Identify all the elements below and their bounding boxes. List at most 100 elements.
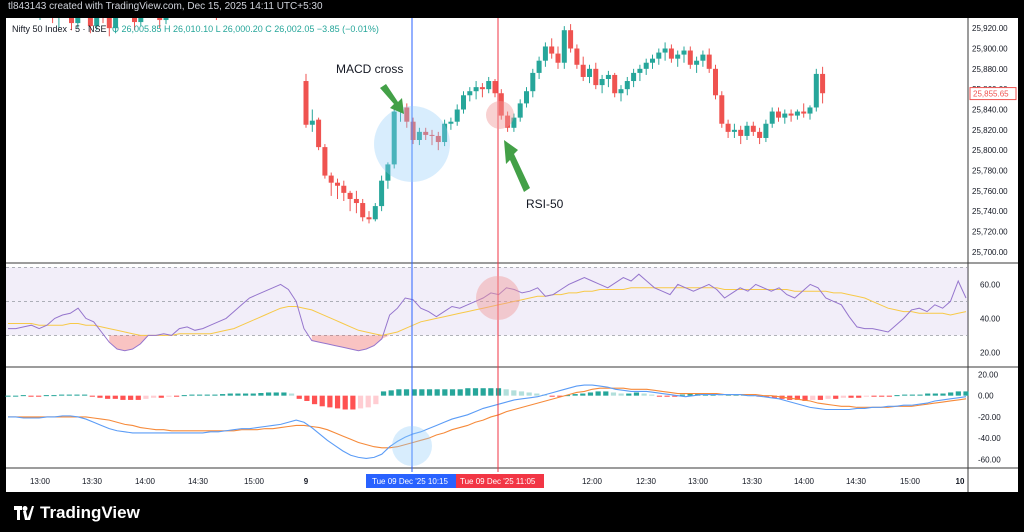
candles-group: [39, 18, 826, 224]
macd-hist-bar: [250, 393, 256, 396]
macd-hist-bar: [449, 389, 456, 396]
day2-candle: [442, 123, 448, 143]
macd-hist-bar: [166, 395, 172, 397]
day2-candle: [776, 111, 781, 118]
day2-candle: [454, 109, 460, 122]
time-tick-label: 12:00: [582, 477, 603, 486]
macd-hist-bar: [572, 394, 578, 396]
day2-candle: [505, 115, 511, 128]
day2-candle: [328, 175, 334, 183]
day1-candle: [106, 18, 112, 29]
macd-hist-bar: [181, 395, 187, 397]
day2-candle: [599, 79, 605, 86]
time-tag-red-label: Tue 09 Dec '25 11:05: [460, 477, 536, 486]
price-tick-label: 25,780.00: [972, 167, 1008, 176]
macd-hist-bar: [871, 395, 877, 397]
macd-hist-bar: [128, 395, 134, 400]
rsi-50-highlight: [476, 276, 520, 320]
macd-hist-bar: [396, 389, 402, 396]
day2-candle: [574, 48, 580, 65]
macd-hist-bar: [143, 395, 149, 399]
signal-line: [8, 387, 967, 449]
time-tick-label: 15:00: [244, 477, 265, 486]
macd-hist-bar: [917, 394, 923, 396]
day2-candle: [322, 147, 328, 176]
macd-hist-bar: [434, 389, 440, 396]
time-tick-label: 9: [304, 477, 309, 486]
day1-candle: [157, 18, 163, 21]
day2-candle: [385, 164, 391, 181]
macd-hist-bar: [403, 389, 410, 396]
day2-candle: [423, 131, 429, 135]
day2-candle: [687, 50, 693, 65]
day2-candle: [561, 30, 567, 63]
macd-hist-bar: [197, 394, 203, 396]
day2-candle: [750, 125, 756, 132]
macd-hist-bar: [357, 395, 364, 409]
macd-hist-bar: [273, 392, 279, 396]
day2-candle: [593, 68, 599, 86]
day1-candle: [132, 18, 137, 23]
day2-candle: [410, 121, 416, 140]
macd-hist-bar: [909, 394, 915, 396]
time-tick-label: 13:00: [30, 477, 51, 486]
last-price-tag: [969, 87, 1017, 101]
day2-candle: [706, 54, 712, 69]
time-tag-red: [456, 474, 544, 488]
day1-candle: [94, 18, 100, 27]
footer-bar: [0, 492, 1024, 532]
day2-candle: [813, 73, 819, 108]
macd-hist-bar: [235, 393, 241, 396]
day2-candle: [694, 60, 700, 65]
day2-candle: [353, 198, 359, 204]
macd-hist-bar: [564, 395, 571, 397]
macd-hist-bar: [442, 389, 448, 396]
macd-hist-bar: [158, 395, 164, 398]
macd-hist-bar: [557, 395, 563, 397]
day2-candle: [530, 72, 536, 92]
day2-candle: [536, 60, 542, 73]
macd-hist-bar: [472, 388, 479, 396]
day2-candle: [448, 121, 454, 124]
macd-hist-bar: [227, 393, 233, 396]
price-tick-label: 25,920.00: [972, 24, 1008, 33]
macd-hist-bar: [59, 394, 65, 396]
macd-line: [8, 384, 967, 459]
tradingview-logo[interactable]: TradingView: [14, 503, 140, 523]
day2-candle: [498, 93, 504, 116]
price-tick-label: 25,740.00: [972, 207, 1008, 216]
macd-hist-bar: [419, 389, 425, 396]
day2-candle: [731, 129, 737, 132]
day2-candle: [303, 81, 309, 125]
macd-hist-bar: [465, 388, 471, 396]
day2-candle: [467, 91, 473, 96]
rsi-layer: [6, 266, 968, 352]
day2-candle: [668, 48, 674, 59]
day2-candle: [788, 113, 794, 116]
macd-hist-bar: [603, 391, 609, 396]
macd-hist-bar: [66, 394, 72, 396]
macd-hist-bar: [89, 395, 95, 397]
watermark-text: tl843143 created with TradingView.com, D…: [8, 1, 323, 12]
price-tick-label: 25,720.00: [972, 228, 1008, 237]
rsi-50-price-highlight: [486, 101, 514, 129]
day2-candle: [757, 131, 763, 138]
rsi-ma-line: [8, 287, 967, 336]
macd-hist-bar: [105, 395, 111, 399]
day2-candle: [675, 54, 681, 59]
macd-hist-bar: [82, 394, 88, 396]
rsi-tick-label: 20.00: [980, 348, 1001, 357]
last-price-label: 25,855.65: [973, 90, 1009, 99]
macd-hist-bar: [380, 391, 387, 396]
macd-hist-bar: [327, 395, 333, 408]
time-tick-label: 12:30: [636, 477, 657, 486]
day2-candle: [486, 81, 492, 90]
macd-hist-bar: [963, 391, 969, 396]
day2-candle: [366, 217, 372, 220]
macd-hist-bar: [258, 393, 264, 396]
day2-candle: [335, 182, 340, 186]
macd-hist-bar: [633, 392, 640, 396]
macd-hist-bar: [863, 395, 869, 397]
